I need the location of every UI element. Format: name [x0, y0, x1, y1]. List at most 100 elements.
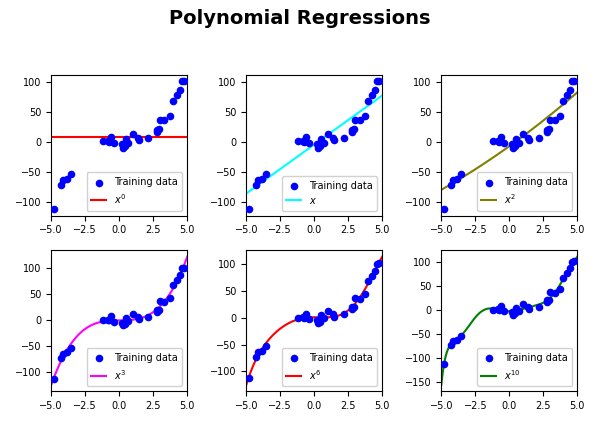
Training data	[448, 177, 458, 184]
Training data	[496, 134, 506, 141]
Training data	[124, 317, 133, 324]
$x^0$	[184, 134, 191, 139]
Training data	[257, 348, 267, 354]
Training data	[493, 138, 503, 144]
Training data	[562, 269, 572, 276]
Training data	[121, 135, 131, 142]
Training data	[496, 303, 506, 310]
Training data	[328, 311, 338, 317]
Training data	[542, 127, 552, 133]
Training data	[350, 116, 360, 123]
Training data	[565, 265, 575, 272]
Training data	[134, 316, 144, 322]
Training data	[511, 310, 520, 317]
Training data	[98, 138, 108, 145]
Training data	[569, 78, 579, 84]
Training data	[244, 206, 254, 213]
Training data	[56, 182, 65, 189]
Training data	[66, 170, 76, 177]
Training data	[555, 112, 565, 119]
Training data	[128, 131, 138, 138]
Training data	[363, 278, 373, 285]
$x$	[243, 190, 250, 196]
Training data	[355, 117, 364, 124]
$x^3$	[48, 381, 55, 386]
$x^3$	[131, 317, 138, 322]
Training data	[244, 374, 254, 381]
Training data	[118, 144, 128, 151]
Training data	[293, 314, 303, 321]
$x^6$	[357, 293, 364, 298]
Training data	[544, 297, 554, 304]
Training data	[439, 206, 449, 213]
Training data	[511, 143, 520, 150]
Training data	[134, 137, 144, 144]
Text: Polynomial Regressions: Polynomial Regressions	[169, 9, 431, 28]
Training data	[257, 176, 267, 182]
$x^0$	[171, 134, 178, 139]
Training data	[98, 317, 108, 323]
$x^{10}$	[438, 378, 445, 383]
Training data	[118, 319, 127, 326]
Training data	[542, 129, 552, 135]
Training data	[347, 304, 357, 311]
Legend: Training data, $x^6$: Training data, $x^6$	[281, 348, 377, 386]
Training data	[452, 336, 462, 343]
Training data	[299, 138, 308, 145]
Training data	[499, 308, 509, 315]
$x$	[379, 93, 386, 98]
Training data	[524, 305, 534, 312]
Training data	[373, 78, 382, 85]
Training data	[524, 303, 533, 310]
Training data	[518, 301, 528, 308]
$x$	[242, 191, 250, 196]
$x^2$	[521, 132, 528, 138]
$x^0$	[131, 134, 138, 139]
Training data	[524, 137, 534, 144]
Training data	[350, 295, 360, 302]
Training data	[172, 92, 182, 98]
Training data	[499, 140, 509, 147]
$x$	[357, 108, 364, 113]
Training data	[545, 289, 555, 296]
Training data	[439, 360, 449, 367]
Training data	[179, 264, 189, 271]
Training data	[313, 317, 322, 323]
Legend: Training data, $x$: Training data, $x$	[281, 176, 377, 211]
Training data	[304, 316, 314, 322]
Training data	[179, 78, 189, 84]
Training data	[374, 260, 384, 267]
$x$	[326, 131, 333, 136]
$x^{10}$	[561, 274, 568, 279]
Training data	[121, 143, 130, 150]
Training data	[565, 86, 575, 93]
Training data	[304, 140, 314, 147]
Training data	[56, 355, 65, 362]
$x^0$	[47, 134, 55, 139]
Training data	[133, 314, 143, 320]
$x$	[366, 102, 373, 107]
Training data	[494, 138, 504, 145]
Training data	[106, 134, 116, 141]
Training data	[253, 177, 263, 184]
Training data	[562, 92, 572, 98]
$x^6$	[243, 381, 250, 386]
Training data	[446, 182, 456, 189]
$x^{10}$	[518, 307, 526, 312]
Training data	[511, 135, 521, 142]
Training data	[62, 176, 72, 182]
Training data	[558, 98, 568, 104]
Training data	[370, 268, 380, 274]
Training data	[109, 140, 119, 147]
$x^2$	[438, 187, 445, 193]
Training data	[323, 308, 333, 314]
Training data	[544, 126, 554, 133]
$x^3$	[47, 382, 55, 387]
Training data	[160, 117, 169, 124]
Line: $x$: $x$	[246, 95, 382, 193]
Training data	[568, 78, 577, 85]
$x^2$	[561, 101, 568, 106]
$x$	[323, 133, 331, 138]
$x^{10}$	[438, 382, 445, 387]
Training data	[448, 337, 458, 344]
